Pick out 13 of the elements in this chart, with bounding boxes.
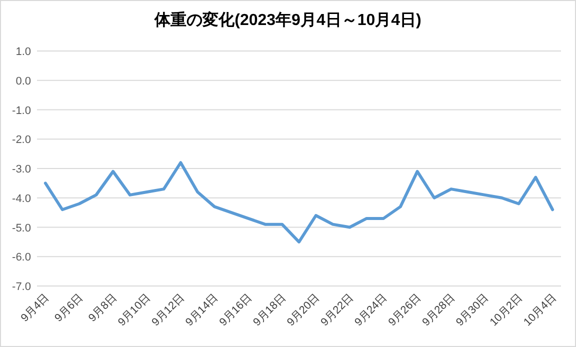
y-tick-label: -6.0: [12, 252, 31, 264]
x-tick-label: 9月4日: [18, 292, 52, 324]
line-series: [44, 161, 554, 244]
y-tick-label: -2.0: [12, 134, 31, 146]
y-tick-label: 1.0: [16, 46, 31, 58]
x-tick-label: 9月6日: [52, 292, 86, 324]
y-tick-label: -3.0: [12, 164, 31, 176]
y-tick-label: 0.0: [16, 75, 31, 88]
y-tick-label: -1.0: [12, 104, 31, 117]
chart-title: 体重の変化(2023年9月4日～10月4日): [154, 10, 422, 29]
y-tick-label: -4.0: [12, 192, 31, 205]
y-tick-label: -5.0: [12, 222, 31, 234]
y-tick-label: -7.0: [12, 281, 31, 293]
